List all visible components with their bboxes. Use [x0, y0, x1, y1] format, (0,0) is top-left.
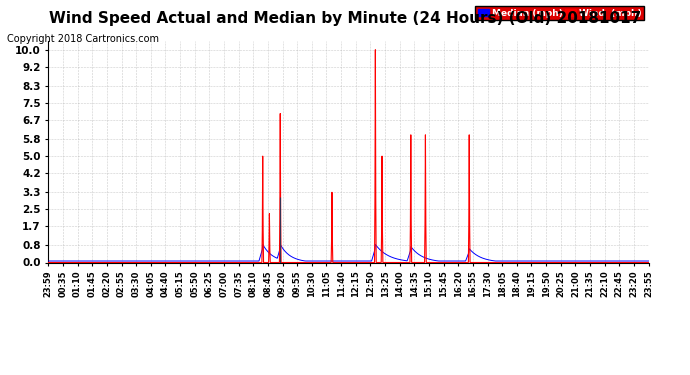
Text: Wind Speed Actual and Median by Minute (24 Hours) (Old) 20181017: Wind Speed Actual and Median by Minute (… — [49, 11, 641, 26]
Legend: Median (mph), Wind  (mph): Median (mph), Wind (mph) — [475, 6, 644, 20]
Text: Copyright 2018 Cartronics.com: Copyright 2018 Cartronics.com — [7, 34, 159, 44]
